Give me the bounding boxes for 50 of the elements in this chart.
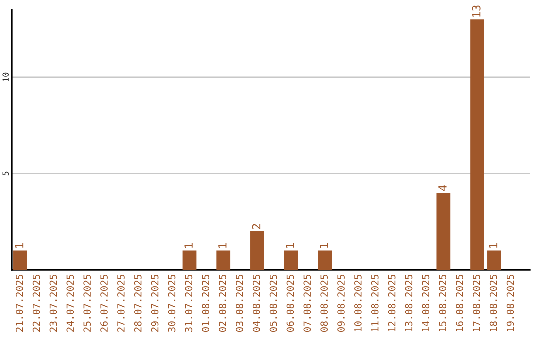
x-tick-label: 09.08.2025 xyxy=(338,274,345,332)
x-tick-label: 14.08.2025 xyxy=(422,274,430,332)
x-tick-label: 01.08.2025 xyxy=(202,274,210,332)
data-label: 1 xyxy=(489,243,498,248)
x-tick-label: 31.07.2025 xyxy=(185,274,193,332)
data-label: 1 xyxy=(320,243,328,248)
x-tick-label: 04.08.2025 xyxy=(252,274,260,332)
x-tick-label: 28.07.2025 xyxy=(134,274,142,332)
x-tick-label: 23.07.2025 xyxy=(50,274,58,332)
x-tick-label: 30.07.2025 xyxy=(168,274,176,332)
bar xyxy=(182,250,197,270)
x-tick-label: 06.08.2025 xyxy=(286,274,294,332)
data-label: 1 xyxy=(286,243,294,248)
x-tick-label: 16.08.2025 xyxy=(456,274,464,332)
bar xyxy=(436,192,451,270)
data-label: 4 xyxy=(438,185,447,192)
bar xyxy=(488,250,502,270)
x-tick-label: 24.07.2025 xyxy=(66,274,74,332)
y-tick-label: 5 xyxy=(2,172,9,176)
x-tick-label: 03.08.2025 xyxy=(236,274,244,332)
x-tick-label: 18.08.2025 xyxy=(490,274,498,332)
bar xyxy=(284,250,298,270)
x-tick-label: 05.08.2025 xyxy=(270,274,278,332)
x-tick-label: 26.07.2025 xyxy=(100,274,108,332)
x-tick-label: 17.08.2025 xyxy=(473,274,480,332)
bar xyxy=(250,231,264,270)
x-tick-label: 21.07.2025 xyxy=(16,274,24,332)
x-tick-label: 15.08.2025 xyxy=(439,274,447,332)
bar xyxy=(318,250,332,270)
x-tick-label: 25.07.2025 xyxy=(84,274,92,332)
data-label: 13 xyxy=(472,6,481,17)
bar xyxy=(14,250,28,270)
x-tick-label: 27.07.2025 xyxy=(118,274,125,332)
x-tick-label: 11.08.2025 xyxy=(371,274,379,332)
x-tick-label: 29.07.2025 xyxy=(151,274,159,332)
y-tick-label: 10 xyxy=(2,72,9,82)
bar xyxy=(216,250,231,270)
x-tick-label: 22.07.2025 xyxy=(32,274,40,332)
x-tick-label: 02.08.2025 xyxy=(219,274,226,332)
bar xyxy=(470,20,484,270)
x-tick-label: 19.08.2025 xyxy=(506,274,514,332)
x-tick-label: 07.08.2025 xyxy=(304,274,312,332)
x-tick-label: 08.08.2025 xyxy=(320,274,328,332)
x-tick-label: 13.08.2025 xyxy=(405,274,413,332)
data-label: 1 xyxy=(184,243,193,248)
data-label: 1 xyxy=(218,243,227,248)
data-label: 1 xyxy=(15,243,24,248)
x-tick-label: 12.08.2025 xyxy=(388,274,396,332)
x-tick-label: 10.08.2025 xyxy=(354,274,362,332)
data-label: 2 xyxy=(252,224,261,230)
